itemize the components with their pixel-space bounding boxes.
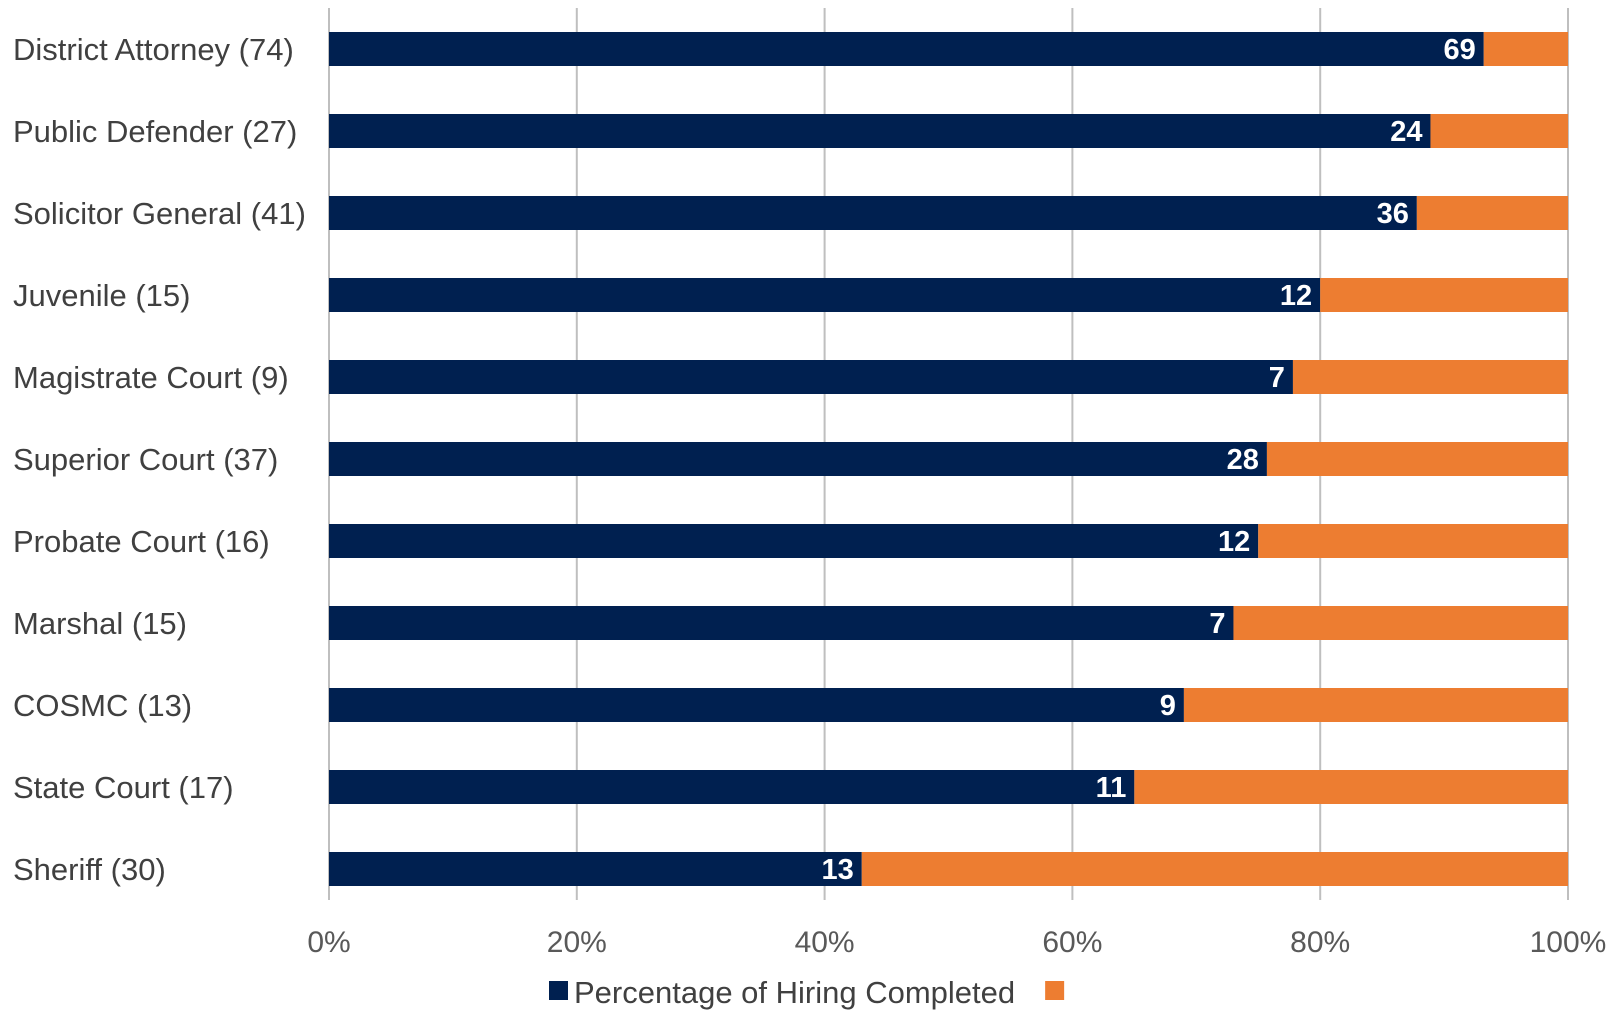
data-label: 24 [1390, 116, 1422, 148]
category-label: COSMC (13) [13, 688, 192, 723]
data-label: 12 [1280, 280, 1312, 312]
category-label: Magistrate Court (9) [13, 360, 289, 395]
x-tick-label: 0% [307, 926, 350, 959]
category-label: State Court (17) [13, 770, 234, 805]
bar-remaining [1320, 278, 1568, 312]
x-tick-label: 80% [1290, 926, 1350, 959]
category-label: District Attorney (74) [13, 32, 294, 67]
bar-remaining [1430, 114, 1568, 148]
bar-remaining [1416, 196, 1568, 230]
category-label: Public Defender (27) [13, 114, 297, 149]
bar-completed [329, 770, 1135, 804]
bar-remaining [1233, 606, 1568, 640]
bar-remaining [1483, 32, 1568, 66]
category-label: Marshal (15) [13, 606, 187, 641]
bar-remaining [1258, 524, 1568, 558]
category-labels: District Attorney (74) Public Defender (2… [13, 32, 306, 887]
bar-completed [329, 852, 862, 886]
x-tick-label: 20% [547, 926, 607, 959]
bar-completed [329, 688, 1184, 722]
category-label: Juvenile (15) [13, 278, 190, 313]
bar-remaining [1292, 360, 1568, 394]
data-label: 7 [1269, 362, 1285, 394]
data-label: 11 [1096, 772, 1127, 804]
bar-completed [329, 278, 1321, 312]
bar-completed [329, 360, 1293, 394]
data-label: 69 [1443, 34, 1475, 66]
category-label: Solicitor General (41) [13, 196, 306, 231]
legend-label: Percentage of Hiring Completed [574, 975, 1015, 1010]
legend: Percentage of Hiring Completed [549, 975, 1065, 1010]
bar-completed [329, 32, 1484, 66]
data-label: 28 [1227, 444, 1259, 476]
bar-remaining [1134, 770, 1568, 804]
bar-remaining [1183, 688, 1568, 722]
data-label: 9 [1160, 690, 1176, 722]
bar-completed [329, 442, 1267, 476]
x-tick-label: 100% [1530, 926, 1607, 959]
category-label: Superior Court (37) [13, 442, 278, 477]
bar-completed [329, 114, 1431, 148]
bar-completed [329, 606, 1234, 640]
bar-remaining [1266, 442, 1568, 476]
x-tick-label: 40% [795, 926, 855, 959]
data-label: 36 [1377, 198, 1409, 230]
x-tick-label: 60% [1042, 926, 1102, 959]
legend-swatch-remaining [1045, 981, 1065, 1000]
bar-remaining [861, 852, 1568, 886]
x-tick-labels: 0% 20% 40% 60% 80% 100% [307, 926, 1606, 959]
category-label: Sheriff (30) [13, 852, 166, 887]
bar-completed [329, 524, 1259, 558]
category-label: Probate Court (16) [13, 524, 270, 559]
legend-swatch-completed [549, 981, 568, 1000]
bar-completed [329, 196, 1417, 230]
data-label: 13 [822, 854, 854, 886]
data-label: 7 [1209, 608, 1225, 640]
data-label: 12 [1218, 526, 1250, 558]
bars: 69 24 36 12 7 28 12 7 9 11 13 [329, 32, 1568, 886]
